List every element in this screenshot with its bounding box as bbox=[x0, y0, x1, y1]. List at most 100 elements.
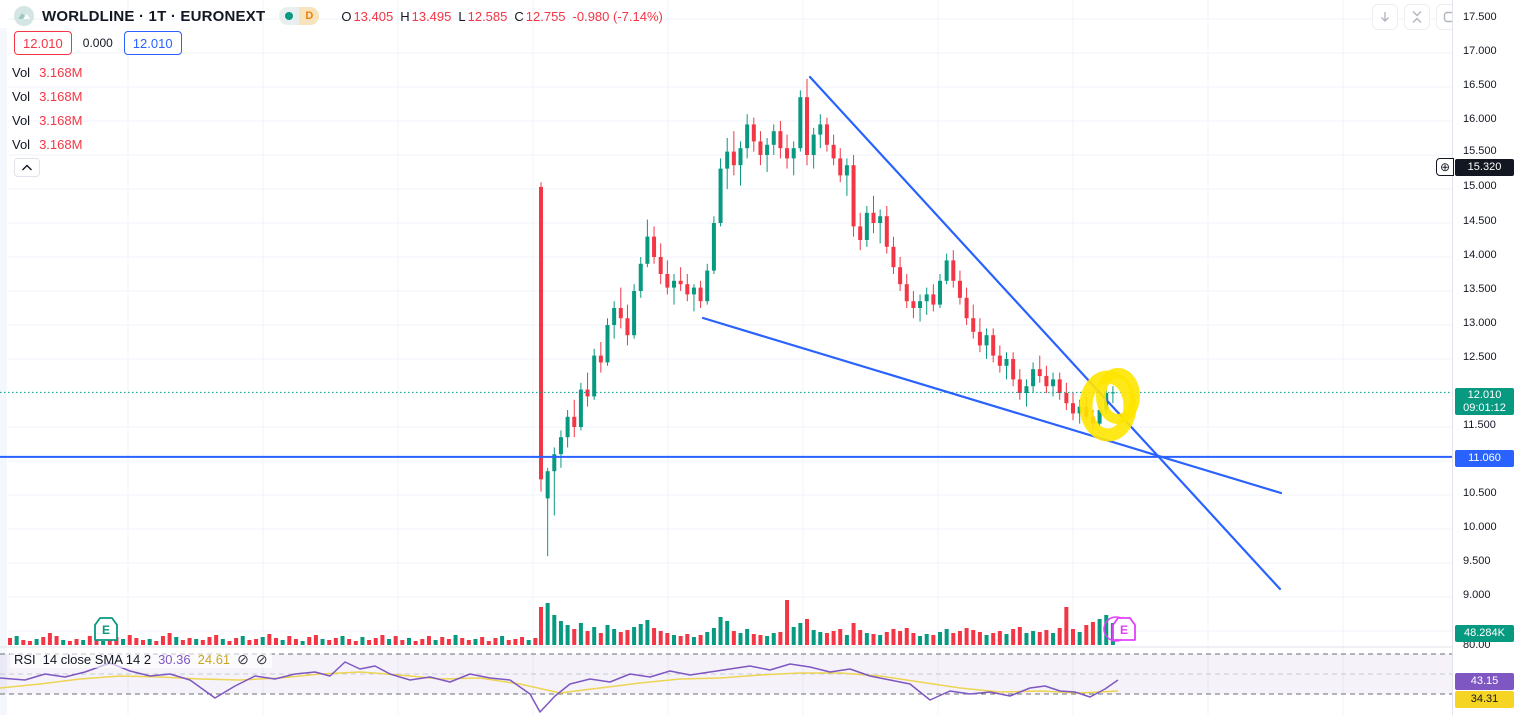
candle-body bbox=[1071, 403, 1075, 414]
volume-bar bbox=[67, 641, 72, 645]
volume-bar bbox=[127, 635, 132, 645]
volume-study-row[interactable]: Vol 3.168M bbox=[12, 63, 82, 81]
volume-bar bbox=[486, 641, 491, 645]
collapse-legend-button[interactable] bbox=[14, 158, 40, 177]
rsi-disabled-icon[interactable]: ⊘ bbox=[255, 651, 268, 667]
sell-price-button[interactable]: 12.010 bbox=[14, 31, 72, 55]
volume-bar bbox=[971, 630, 976, 645]
volume-bar bbox=[991, 633, 996, 645]
volume-bar bbox=[864, 633, 869, 645]
volume-bar bbox=[944, 629, 949, 645]
volume-bar bbox=[453, 635, 458, 645]
price-tick: 17.500 bbox=[1463, 11, 1497, 23]
candle-body bbox=[1057, 379, 1062, 393]
candle-body bbox=[598, 355, 603, 363]
volume-bar bbox=[798, 623, 803, 645]
price-scale[interactable]: 17.500 17.000 16.500 16.000 15.500 15.000 14.5… bbox=[1436, 0, 1516, 715]
symbol-title[interactable]: WORLDLINE · 1T · EURONEXT bbox=[42, 7, 266, 25]
volume-bar bbox=[731, 631, 736, 645]
candle-body bbox=[984, 335, 989, 346]
svg-text:E: E bbox=[1120, 623, 1128, 637]
low-label: L bbox=[458, 8, 466, 24]
volume-bar bbox=[924, 634, 929, 645]
candle-body bbox=[638, 263, 643, 291]
candle-body bbox=[831, 144, 836, 159]
candle-body bbox=[1004, 359, 1009, 366]
price-tick: 9.500 bbox=[1463, 555, 1491, 567]
add-alert-plus-button[interactable]: ⊕ bbox=[1436, 158, 1454, 176]
volume-bar bbox=[931, 635, 936, 645]
volume-bar bbox=[844, 635, 849, 645]
candle-body bbox=[791, 148, 796, 159]
volume-bar bbox=[558, 621, 563, 645]
volume-bar bbox=[951, 633, 956, 645]
candle-body bbox=[645, 236, 650, 264]
volume-bar bbox=[121, 639, 126, 645]
volume-bar bbox=[785, 600, 790, 645]
highlight-marker bbox=[1096, 368, 1140, 424]
volume-bar bbox=[34, 639, 39, 645]
volume-bar bbox=[400, 640, 405, 645]
volume-bar bbox=[638, 624, 643, 645]
volume-bar bbox=[293, 639, 298, 645]
trendline[interactable] bbox=[701, 316, 1283, 495]
rsi-legend[interactable]: RSI 14 close SMA 14 2 30.36 24.61 ⊘ ⊘ bbox=[10, 651, 272, 668]
low-value: 12.585 bbox=[467, 8, 508, 24]
volume-bar bbox=[14, 636, 19, 645]
candle-body bbox=[751, 124, 756, 142]
volume-bar bbox=[964, 628, 969, 645]
volume-bar bbox=[938, 632, 942, 645]
volume-bar bbox=[446, 639, 451, 645]
volume-bar bbox=[911, 633, 916, 645]
volume-bar bbox=[818, 632, 823, 645]
volume-bar bbox=[393, 636, 398, 645]
volume-bar bbox=[260, 637, 265, 645]
candle-body bbox=[552, 454, 557, 472]
volume-bar bbox=[8, 638, 12, 645]
earnings-past-marker-icon[interactable] bbox=[94, 617, 118, 641]
price-tick: 80.00 bbox=[1463, 639, 1491, 651]
candle-body bbox=[1011, 359, 1016, 380]
volume-bar bbox=[578, 623, 583, 645]
volume-bar bbox=[493, 638, 498, 645]
candle-body bbox=[1024, 386, 1029, 393]
volume-study-row[interactable]: Vol 3.168M bbox=[12, 111, 82, 129]
volume-bar bbox=[791, 627, 796, 645]
rsi-disabled-icon[interactable]: ⊘ bbox=[237, 651, 249, 667]
market-status-pill[interactable]: D bbox=[279, 7, 320, 25]
volume-bar bbox=[831, 631, 836, 645]
candle-body bbox=[592, 355, 597, 397]
volume-bar bbox=[147, 639, 152, 645]
interval-badge: D bbox=[299, 7, 320, 25]
volume-bar bbox=[1084, 625, 1089, 645]
candle-body bbox=[805, 97, 809, 155]
high-label: H bbox=[400, 8, 410, 24]
collapse-pane-button[interactable] bbox=[1404, 4, 1430, 30]
volume-bar bbox=[1017, 627, 1022, 645]
candle-body bbox=[539, 186, 543, 480]
volume-study-row[interactable]: Vol 3.168M bbox=[12, 87, 82, 105]
trendline[interactable] bbox=[808, 75, 1282, 591]
volume-bar bbox=[858, 630, 863, 645]
volume-bar bbox=[420, 639, 425, 645]
candle-body bbox=[884, 216, 889, 247]
volume-study-row[interactable]: Vol 3.168M bbox=[12, 135, 82, 153]
ohlc-values: O 13.405 H 13.495 L 12.585 C 12.755 -0.9… bbox=[341, 9, 663, 24]
volume-bar bbox=[765, 636, 770, 645]
crosshair-price-label: 15.320 bbox=[1455, 158, 1514, 176]
buy-price-button[interactable]: 12.010 bbox=[123, 31, 182, 55]
symbol-legend[interactable]: WORLDLINE · 1T · EURONEXT D O 13.405 H 1… bbox=[14, 6, 663, 26]
candle-body bbox=[918, 301, 923, 308]
volume-bar bbox=[918, 636, 923, 645]
candle-body bbox=[851, 165, 856, 227]
volume-bar bbox=[758, 635, 763, 645]
volume-bar bbox=[778, 632, 783, 645]
candle-body bbox=[718, 168, 723, 223]
candle-body bbox=[844, 165, 849, 176]
earnings-upcoming-marker-icon[interactable] bbox=[1112, 617, 1136, 641]
volume-bar bbox=[167, 633, 172, 645]
volume-bar bbox=[771, 633, 776, 645]
scroll-down-button[interactable] bbox=[1372, 4, 1398, 30]
